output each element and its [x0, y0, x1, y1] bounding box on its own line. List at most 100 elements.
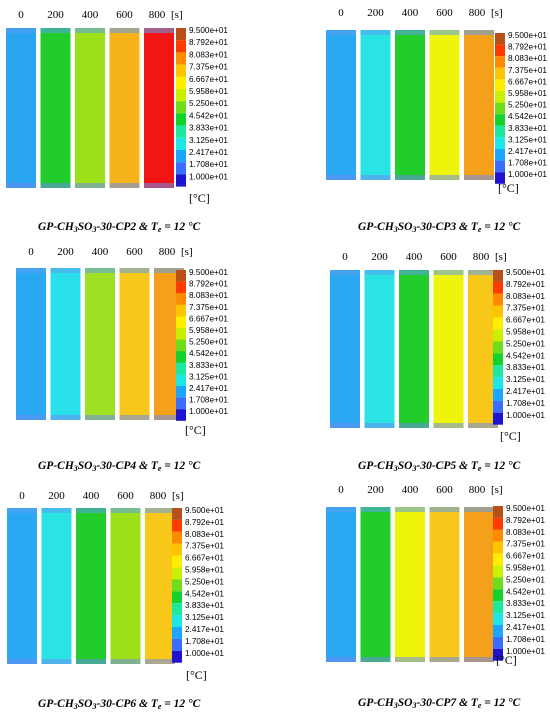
temperature-unit-label: [°C] — [496, 653, 517, 667]
bar-top-band — [16, 268, 46, 273]
legend-swatch — [493, 648, 503, 661]
bar-top-band — [464, 30, 494, 35]
legend-value: 1.000e+01 — [189, 407, 228, 416]
time-label: 800 — [469, 484, 486, 496]
bar-600 — [433, 270, 464, 428]
legend-value: 1.708e+01 — [506, 399, 545, 408]
bar-top-band — [41, 508, 72, 513]
bar-0 — [7, 508, 37, 664]
legend-swatch — [176, 52, 186, 65]
time-label: 400 — [92, 246, 109, 258]
bar-top-band — [75, 28, 105, 33]
bar-bottom-band — [144, 183, 174, 188]
bar-top-band — [76, 508, 106, 513]
legend-value: 8.083e+01 — [506, 292, 545, 301]
legend-value: 5.250e+01 — [508, 101, 547, 110]
legend-swatch — [493, 506, 503, 518]
legend-value: 1.708e+01 — [185, 637, 224, 646]
bar-bottom-band — [7, 659, 37, 664]
bar-bottom-band — [76, 659, 106, 664]
bar-top-band — [85, 268, 115, 273]
legend-swatch — [176, 125, 186, 138]
legend-value: 3.125e+01 — [506, 611, 545, 620]
legend-value: 8.083e+01 — [506, 528, 545, 537]
bar-bottom-band — [16, 415, 46, 420]
bar-fill — [40, 28, 71, 188]
legend-value: 2.417e+01 — [189, 148, 228, 157]
bar-bottom-band — [326, 175, 356, 180]
legend-swatch — [493, 293, 503, 306]
legend-value: 5.250e+01 — [506, 339, 545, 348]
bar-fill — [110, 508, 141, 664]
legend-swatch — [493, 529, 503, 542]
time-label: 600 — [440, 251, 457, 263]
legend-swatch — [176, 328, 186, 340]
legend-value: 9.500e+01 — [506, 268, 545, 277]
legend-value: 1.708e+01 — [508, 159, 547, 168]
legend-swatch — [495, 102, 505, 115]
bar-fill — [76, 508, 106, 664]
legend-value: 3.125e+01 — [189, 136, 228, 145]
legend-value: 4.542e+01 — [185, 589, 224, 598]
legend-swatch — [176, 270, 186, 282]
legend-value: 7.375e+01 — [508, 66, 547, 75]
legend-swatch — [172, 567, 182, 580]
legend-value: 7.375e+01 — [185, 542, 224, 551]
legend-value: 1.000e+01 — [189, 172, 228, 181]
bar-fill — [109, 28, 140, 188]
panel-caption: GP-CH3​SO3​-30-CP5 & Te​ = 12 °C — [358, 460, 521, 473]
temperature-unit-label: [°C] — [500, 429, 521, 443]
legend-swatch — [495, 137, 505, 149]
bar-fill — [41, 508, 72, 664]
legend-swatch — [493, 553, 503, 566]
legend-swatch — [493, 577, 503, 590]
legend-swatch — [176, 174, 186, 187]
legend-value: 6.667e+01 — [508, 77, 547, 86]
time-label: 200 — [367, 7, 384, 19]
legend-value: 8.792e+01 — [185, 518, 224, 527]
bar-0 — [6, 28, 36, 188]
legend-value: 2.417e+01 — [506, 387, 545, 396]
time-label: 600 — [116, 9, 133, 21]
legend-swatch — [172, 650, 182, 663]
bar-fill — [360, 507, 391, 662]
temperature-unit-label: [°C] — [186, 668, 207, 682]
legend-swatch — [493, 341, 503, 354]
legend-value: 3.833e+01 — [508, 124, 547, 133]
bar-top-band — [429, 30, 460, 35]
bar-fill — [429, 30, 460, 180]
legend-swatch — [176, 137, 186, 150]
bar-bottom-band — [110, 659, 141, 664]
panel-caption: GP-CH3​SO3​-30-CP7 & Te​ = 12 °C — [358, 697, 521, 710]
legend-swatch — [495, 114, 505, 126]
legend-value: 6.667e+01 — [185, 554, 224, 563]
legend-value: 5.958e+01 — [189, 87, 228, 96]
bar-bottom-band — [154, 415, 184, 420]
legend-value: 1.000e+01 — [506, 647, 545, 656]
bar-bottom-band — [50, 415, 81, 420]
legend-value: 5.958e+01 — [185, 566, 224, 575]
panel-caption: GP-CH3​SO3​-30-CP6 & Te​ = 12 °C — [38, 698, 201, 711]
legend-swatch — [493, 601, 503, 614]
bar-bottom-band — [429, 657, 460, 662]
legend-swatch — [493, 389, 503, 401]
time-label: 0 — [342, 251, 348, 263]
time-label: 800 — [149, 9, 166, 21]
bar-top-band — [326, 507, 356, 512]
bar-fill — [395, 30, 425, 180]
legend-value: 9.500e+01 — [508, 31, 547, 40]
legend-swatch — [176, 362, 186, 375]
legend-value: 7.375e+01 — [506, 540, 545, 549]
bar-800 — [145, 508, 175, 664]
bar-fill — [433, 270, 464, 428]
legend-value: 8.792e+01 — [506, 280, 545, 289]
time-label: 400 — [406, 251, 423, 263]
bar-top-band — [433, 270, 464, 275]
bar-top-band — [360, 507, 391, 512]
bar-fill — [360, 30, 391, 180]
legend-value: 8.792e+01 — [506, 516, 545, 525]
legend-swatch — [176, 281, 186, 294]
bar-fill — [399, 270, 429, 428]
